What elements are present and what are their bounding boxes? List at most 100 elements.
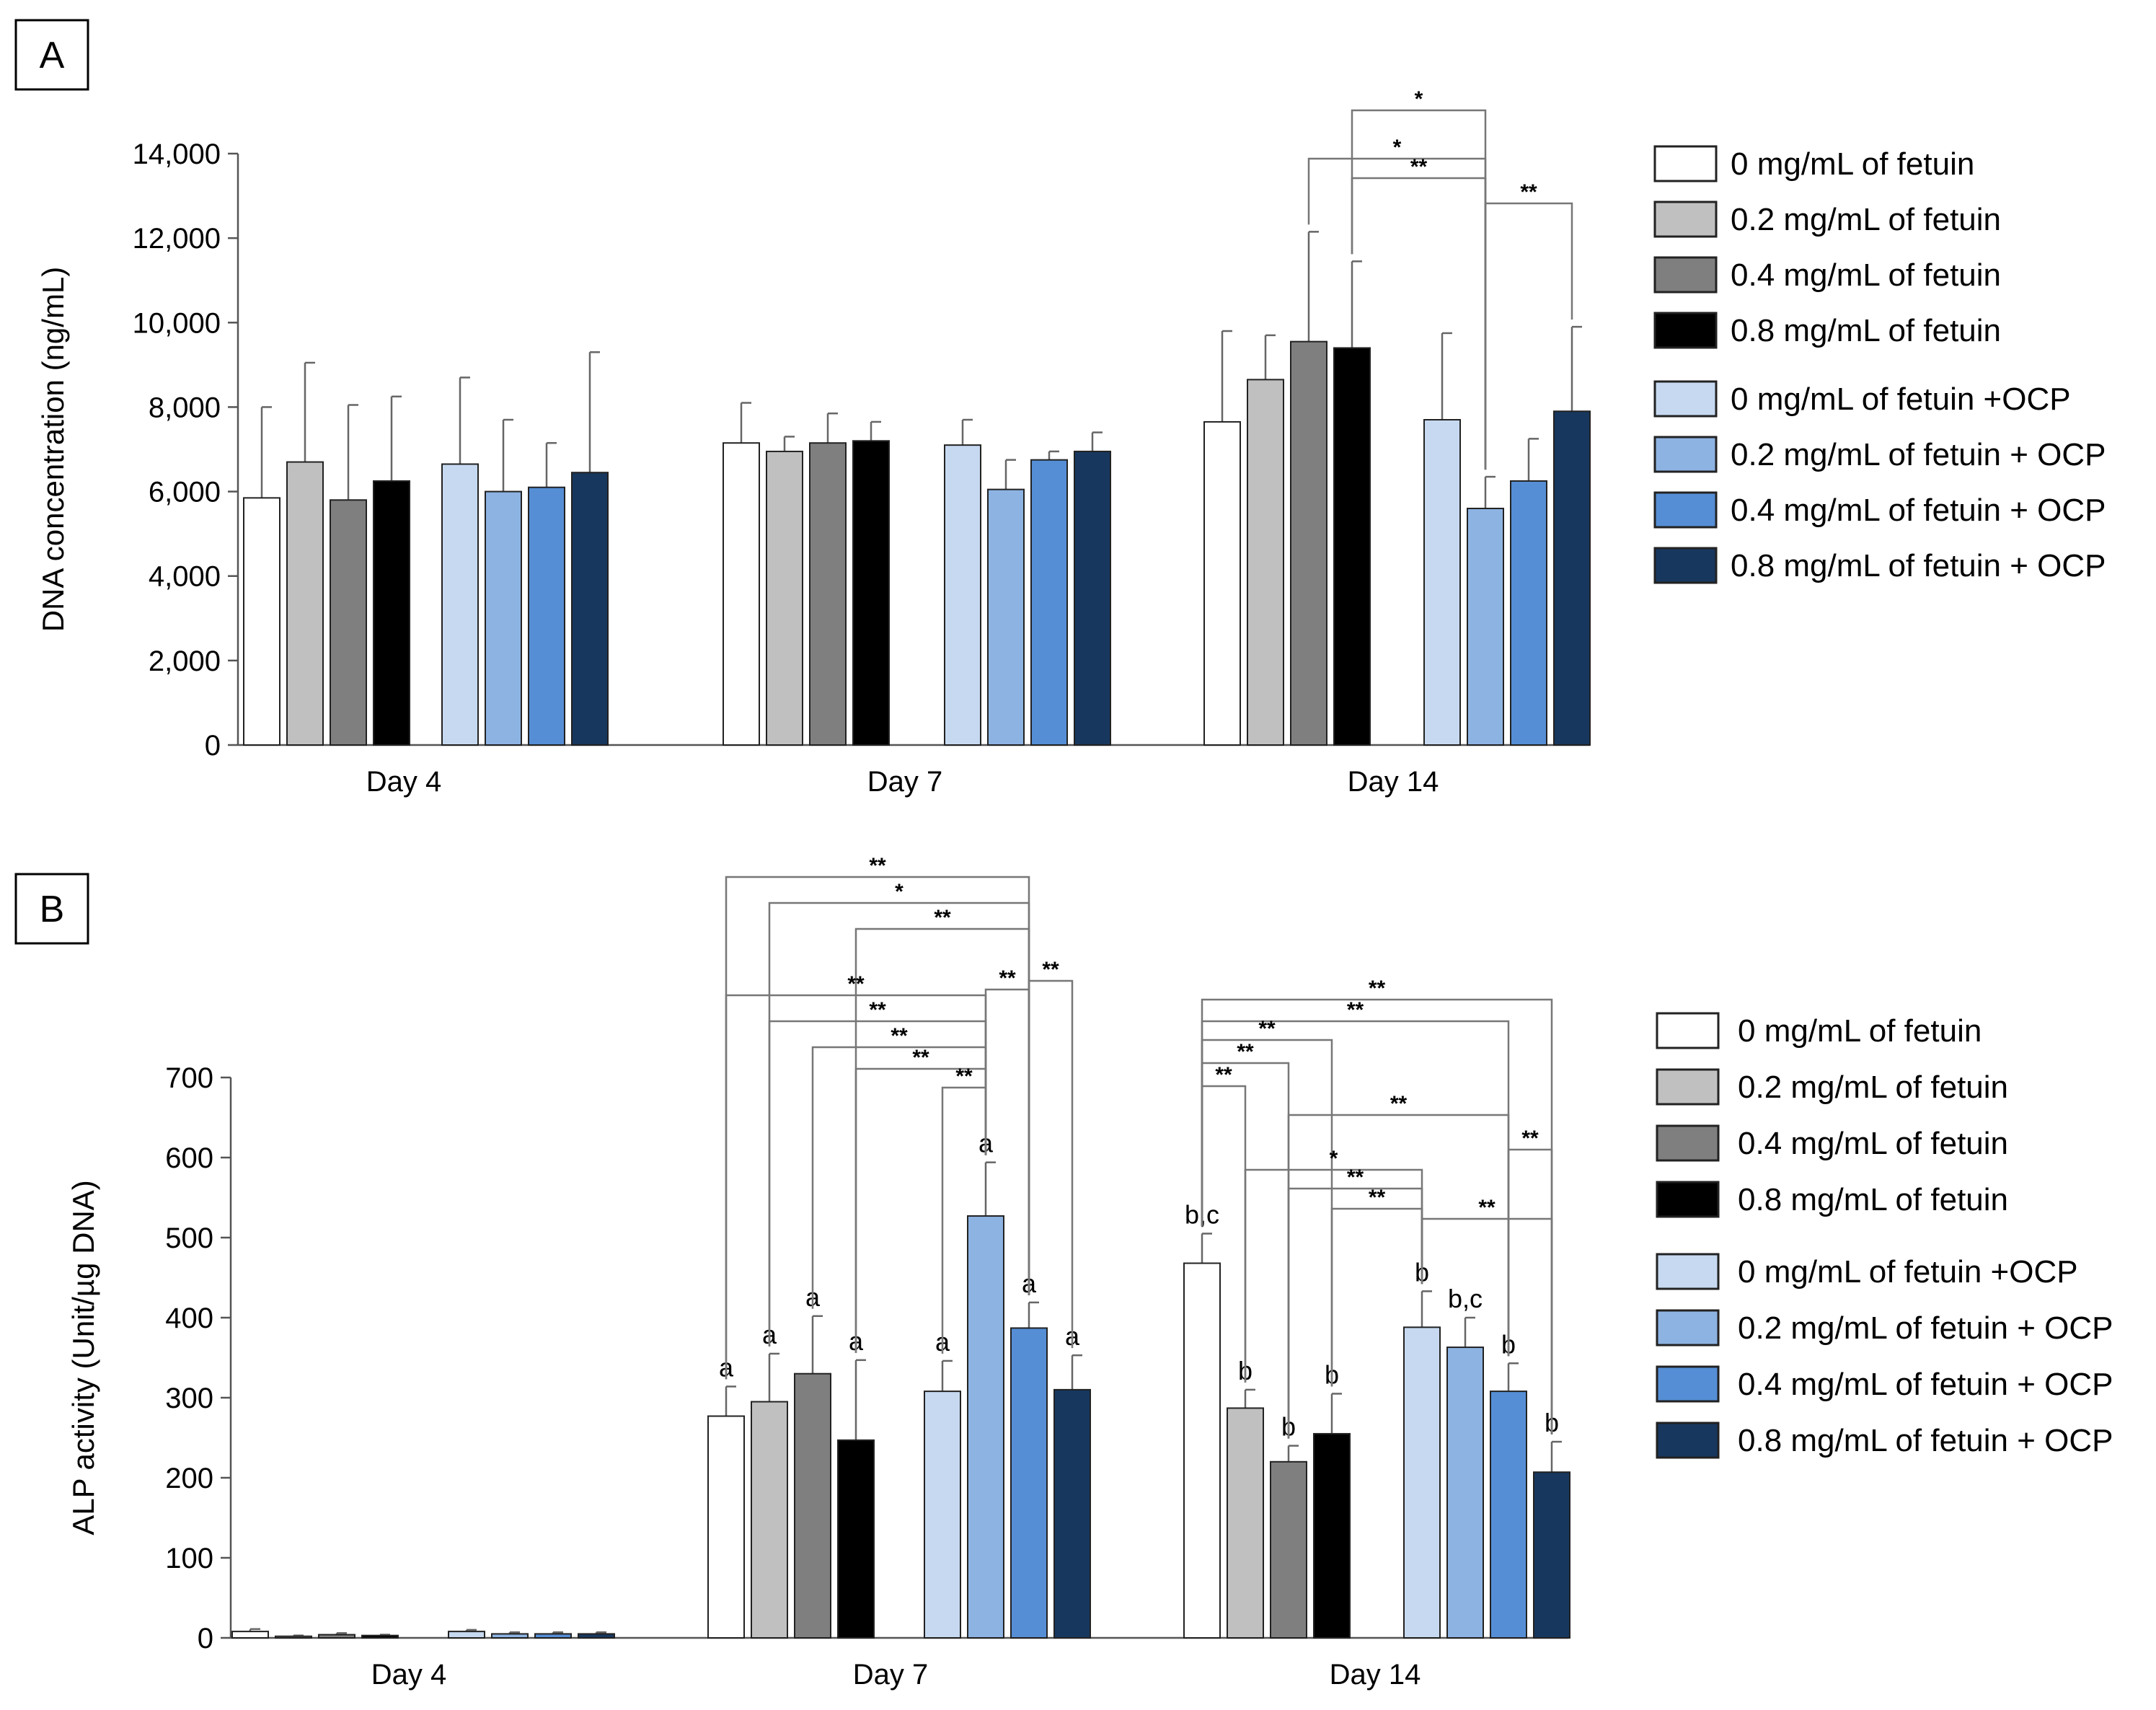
panel-a: A 0 2,000 4,000 6,000 8,000 10,000 12,000 14,000… [14, 19, 2106, 798]
bar [766, 450, 803, 746]
bar [571, 472, 609, 746]
category-label: Day 4 [371, 1659, 447, 1691]
legend-swatch [1653, 547, 1718, 584]
legend-swatch [1653, 491, 1718, 529]
significance-label: ** [1369, 1186, 1386, 1209]
bar [361, 1634, 399, 1639]
y-tick-label: 200 [165, 1463, 213, 1494]
significance-label: ** [1478, 1196, 1495, 1220]
significance-bracket [1244, 1168, 1423, 1383]
bar [286, 461, 324, 746]
y-tick-label: 700 [165, 1062, 213, 1094]
legend-label: 0 mg/mL of fetuin +OCP [1731, 382, 2071, 417]
bar [1490, 1391, 1527, 1639]
bar [318, 1634, 355, 1639]
bar [1333, 347, 1371, 746]
bar [1553, 410, 1591, 746]
legend-swatch [1656, 1309, 1720, 1347]
bar [534, 1633, 572, 1639]
significance-label: * [1415, 87, 1423, 111]
y-tick-label: 600 [165, 1142, 213, 1174]
legend-swatch [1656, 1365, 1720, 1403]
significance-bracket [1201, 998, 1553, 1435]
legend-swatch [1656, 1181, 1720, 1218]
bar [330, 499, 367, 746]
significance-label: ** [1347, 998, 1364, 1022]
bar [1203, 420, 1241, 746]
significance-label: ** [999, 966, 1016, 990]
category-label: Day 14 [1330, 1659, 1421, 1691]
bar [485, 490, 522, 746]
legend-label: 0.8 mg/mL of fetuin + OCP [1738, 1423, 2113, 1458]
significance-label: ** [1258, 1017, 1276, 1041]
y-tick-label: 14,000 [133, 138, 221, 170]
y-tick-label: 4,000 [149, 561, 221, 593]
bar [1446, 1347, 1484, 1639]
legend-label: 0.8 mg/mL of fetuin [1731, 313, 2001, 348]
bar [441, 463, 479, 746]
legend-label: 0.2 mg/mL of fetuin + OCP [1731, 437, 2106, 472]
bar [1183, 1262, 1221, 1639]
bar [491, 1633, 529, 1639]
bar [1074, 450, 1111, 746]
legend-label: 0.8 mg/mL of fetuin + OCP [1731, 548, 2106, 583]
bar [1533, 1471, 1570, 1639]
significance-label: ** [1520, 180, 1537, 204]
panel-label: B [40, 889, 65, 930]
bar [1423, 419, 1461, 746]
legend-swatch [1656, 1422, 1720, 1459]
legend-swatch [1653, 200, 1718, 238]
y-tick-label: 0 [205, 730, 221, 762]
bar [1313, 1432, 1351, 1639]
bar [1510, 480, 1547, 746]
significance-bracket [768, 1020, 987, 1347]
significance-bracket [1201, 1039, 1333, 1387]
significance-label: ** [847, 972, 865, 996]
significance-bracket [941, 1086, 987, 1354]
legend-label: 0.2 mg/mL of fetuin [1738, 1070, 2008, 1105]
y-tick-label: 400 [165, 1303, 213, 1334]
legend-swatch [1653, 436, 1718, 473]
legend-label: 0 mg/mL of fetuin +OCP [1738, 1254, 2078, 1290]
bar [1030, 459, 1068, 746]
legend-swatch [1653, 256, 1718, 294]
significance-label: ** [1521, 1127, 1539, 1150]
category-label: Day 7 [867, 766, 943, 798]
y-axis-title: ALP activity (Unit/µg DNA) [66, 1180, 100, 1535]
significance-label: ** [869, 854, 886, 878]
bar [987, 488, 1025, 746]
panel-label-box [14, 19, 89, 91]
bar [852, 440, 890, 746]
bar [1467, 508, 1504, 746]
bar [528, 486, 565, 746]
y-tick-label: 2,000 [149, 645, 221, 677]
significance-label: * [1330, 1147, 1338, 1171]
legend-label: 0 mg/mL of fetuin [1738, 1013, 1982, 1049]
significance-label: ** [891, 1024, 908, 1048]
significance-letter: b,c [1448, 1284, 1483, 1313]
bar [924, 1391, 961, 1639]
bar [1053, 1388, 1091, 1639]
significance-bracket [1484, 202, 1573, 470]
y-tick-label: 500 [165, 1222, 213, 1254]
bar [707, 1415, 745, 1639]
bar [448, 1631, 485, 1639]
significance-bracket [1421, 1217, 1553, 1435]
legend-label: 0.2 mg/mL of fetuin + OCP [1738, 1310, 2113, 1346]
bar [578, 1633, 615, 1639]
legend-label: 0.4 mg/mL of fetuin + OCP [1731, 493, 2106, 528]
legend-label: 0 mg/mL of fetuin [1731, 146, 1974, 182]
significance-label: ** [1410, 155, 1428, 179]
bar [944, 444, 981, 746]
bar [967, 1215, 1004, 1639]
bar [837, 1439, 875, 1639]
category-label: Day 4 [366, 766, 442, 798]
significance-bracket [854, 1067, 987, 1353]
legend-swatch [1653, 312, 1718, 349]
significance-label: * [895, 880, 904, 904]
panel-label-box [14, 873, 89, 945]
significance-label: ** [1390, 1092, 1408, 1116]
significance-label: ** [869, 998, 886, 1022]
y-axis-title: DNA concentration (ng/mL) [36, 267, 70, 633]
